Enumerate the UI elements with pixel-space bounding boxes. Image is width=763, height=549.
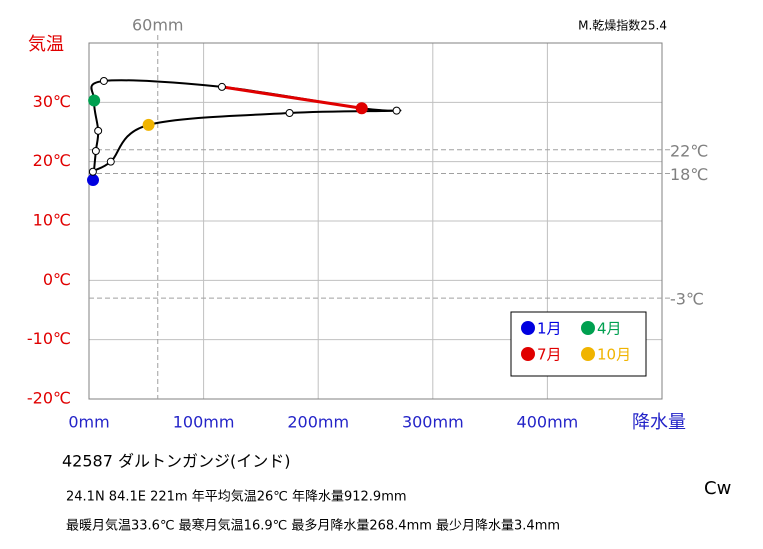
x-tick-label: 200mm	[287, 413, 349, 432]
legend-box	[511, 312, 646, 376]
legend-marker	[521, 321, 535, 335]
x-tick-label: 300mm	[402, 413, 464, 432]
legend-label: 10月	[597, 346, 631, 364]
x-tick-label: 0mm	[68, 413, 109, 432]
y-tick-label: -20℃	[27, 389, 71, 408]
x-axis-label: 降水量	[632, 412, 686, 433]
y-tick-label: 20℃	[33, 151, 71, 170]
reference-label: -3℃	[670, 290, 704, 309]
data-point	[356, 103, 367, 114]
reference-label: 60mm	[132, 16, 184, 35]
legend-marker	[521, 347, 535, 361]
reference-label: 22℃	[670, 141, 708, 160]
data-point	[88, 175, 99, 186]
data-point	[100, 77, 107, 84]
x-tick-label: 100mm	[173, 413, 235, 432]
data-point	[143, 119, 154, 130]
legend-label: 1月	[537, 320, 562, 338]
highlight-segment	[222, 87, 362, 108]
climate-curve	[91, 80, 400, 181]
y-axis-label: 気温	[28, 34, 64, 55]
legend-marker	[581, 347, 595, 361]
reference-label: 18℃	[670, 165, 708, 184]
legend-label: 7月	[537, 346, 562, 364]
data-point	[89, 168, 96, 175]
info-line: 最暖月気温33.6℃ 最寒月気温16.9℃ 最多月降水量268.4mm 最少月降…	[66, 518, 560, 534]
data-point	[89, 95, 100, 106]
legend-marker	[581, 321, 595, 335]
data-point	[286, 110, 293, 117]
y-tick-label: 30℃	[33, 92, 71, 111]
info-line: 24.1N 84.1E 221m 年平均気温26℃ 年降水量912.9mm	[66, 489, 407, 505]
y-tick-label: -10℃	[27, 329, 71, 348]
data-point	[393, 107, 400, 114]
data-point	[92, 147, 99, 154]
x-tick-label: 400mm	[517, 413, 579, 432]
chart-title: M.乾燥指数25.4	[578, 18, 667, 33]
climate-class: Cw	[704, 478, 731, 499]
y-tick-label: 0℃	[43, 270, 71, 289]
data-point	[107, 158, 114, 165]
y-tick-label: 10℃	[33, 211, 71, 230]
data-point	[95, 127, 102, 134]
data-point	[218, 83, 225, 90]
legend-label: 4月	[597, 320, 622, 338]
station: 42587 ダルトンガンジ(インド)	[62, 452, 290, 471]
